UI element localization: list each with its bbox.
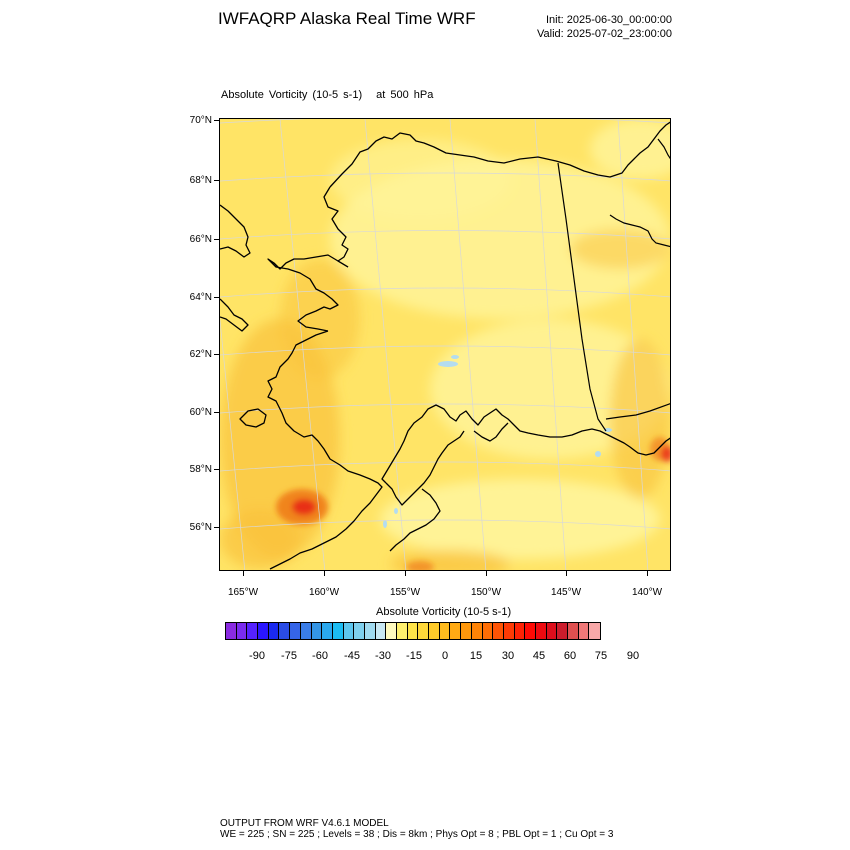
lon-tick (243, 571, 244, 576)
lat-tick (214, 120, 219, 121)
coastlines (220, 121, 670, 570)
colorbar-swatch (450, 623, 462, 639)
page-title: IWFAQRP Alaska Real Time WRF (218, 9, 476, 28)
lat-tick (214, 412, 219, 413)
lon-tick (324, 571, 325, 576)
lat-label: 58°N (189, 464, 212, 475)
map-panel (219, 118, 671, 571)
footer-model-line: OUTPUT FROM WRF V4.6.1 MODEL (220, 818, 389, 829)
lon-label: 155°W (389, 587, 421, 598)
colorbar-swatch (397, 623, 408, 639)
colorbar-tick-label: 15 (469, 650, 483, 662)
canada-border (557, 162, 670, 432)
lat-tick (214, 469, 219, 470)
lat-tick (214, 239, 219, 240)
run-times: Init: 2025-06-30_00:00:00 Valid: 2025-07… (520, 13, 672, 41)
field-label: Absolute Vorticity (10-5 s-1) at 500 hPa (221, 89, 433, 101)
lon-label: 160°W (308, 587, 340, 598)
model-footer: OUTPUT FROM WRF V4.6.1 MODEL WE = 225 ; … (220, 818, 613, 840)
colorbar-tick-label: -30 (375, 650, 391, 662)
lat-tick (214, 180, 219, 181)
colorbar-swatch (300, 623, 312, 639)
colorbar-swatch (418, 623, 430, 639)
colorbar-swatch (343, 623, 355, 639)
colorbar-swatch (471, 623, 483, 639)
colorbar-swatch (354, 623, 365, 639)
colorbar-swatch (407, 623, 419, 639)
colorbar-swatch (322, 623, 333, 639)
lon-tick (405, 571, 406, 576)
lon-label: 140°W (631, 587, 663, 598)
colorbar-swatch (258, 623, 269, 639)
colorbar-swatch (364, 623, 376, 639)
level-label: at 500 hPa (376, 89, 434, 101)
vorticity-map (220, 119, 670, 570)
lat-label: 66°N (189, 234, 212, 245)
colorbar-swatch (236, 623, 248, 639)
lon-tick (647, 571, 648, 576)
colorbar-swatch (375, 623, 387, 639)
lon-label: 150°W (470, 587, 502, 598)
colorbar-tick-label: 0 (441, 650, 449, 662)
colorbar (225, 622, 602, 640)
colorbar-swatch (568, 623, 579, 639)
colorbar-swatch (503, 623, 515, 639)
valid-time: Valid: 2025-07-02_23:00:00 (537, 28, 672, 40)
vorticity-maximum (276, 437, 670, 570)
colorbar-swatch (525, 623, 536, 639)
colorbar-swatch (268, 623, 280, 639)
lon-tick (566, 571, 567, 576)
colorbar-swatch (546, 623, 558, 639)
colorbar-swatch (226, 623, 237, 639)
colorbar-swatch (514, 623, 526, 639)
colorbar-tick-label: -15 (406, 650, 422, 662)
lat-label: 70°N (189, 115, 212, 126)
lat-tick (214, 297, 219, 298)
colorbar-swatch (557, 623, 568, 639)
lon-tick (486, 571, 487, 576)
init-time: Init: 2025-06-30_00:00:00 (546, 14, 672, 26)
colorbar-tick-label: 90 (626, 650, 640, 662)
colorbar-swatch (311, 623, 323, 639)
footer-config-line: WE = 225 ; SN = 225 ; Levels = 38 ; Dis … (220, 829, 614, 840)
lat-label: 60°N (189, 407, 212, 418)
colorbar-tick-label: 75 (594, 650, 608, 662)
colorbar-swatch (439, 623, 451, 639)
colorbar-tick-label: 60 (563, 650, 577, 662)
colorbar-swatch (589, 623, 601, 639)
colorbar-swatch (386, 623, 397, 639)
colorbar-tick-label: 30 (501, 650, 515, 662)
colorbar-swatch (493, 623, 504, 639)
field-name: Absolute Vorticity (10-5 s-1) (221, 89, 363, 101)
lat-tick (214, 354, 219, 355)
lat-label: 62°N (189, 349, 212, 360)
colorbar-tick-label: -90 (249, 650, 265, 662)
lon-label: 165°W (227, 587, 259, 598)
lon-label: 145°W (550, 587, 582, 598)
lat-label: 64°N (189, 292, 212, 303)
colorbar-tick-label: -75 (281, 650, 297, 662)
colorbar-tick-label: -60 (312, 650, 328, 662)
yukon-coast (609, 138, 670, 248)
colorbar-swatch (429, 623, 440, 639)
lat-label: 56°N (189, 522, 212, 533)
colorbar-swatch (535, 623, 547, 639)
colorbar-tick-label: 45 (532, 650, 546, 662)
colorbar-swatch (247, 623, 259, 639)
colorbar-title: Absolute Vorticity (10-5 s-1) (376, 606, 512, 618)
lat-tick (214, 527, 219, 528)
colorbar-swatch (290, 623, 301, 639)
lat-label: 68°N (189, 175, 212, 186)
negative-vorticity-spots (383, 355, 612, 528)
colorbar-swatch (332, 623, 344, 639)
colorbar-tick-label: -45 (344, 650, 360, 662)
colorbar-swatch (461, 623, 472, 639)
colorbar-swatch (578, 623, 590, 639)
colorbar-swatch (279, 623, 291, 639)
colorbar-swatch (482, 623, 494, 639)
